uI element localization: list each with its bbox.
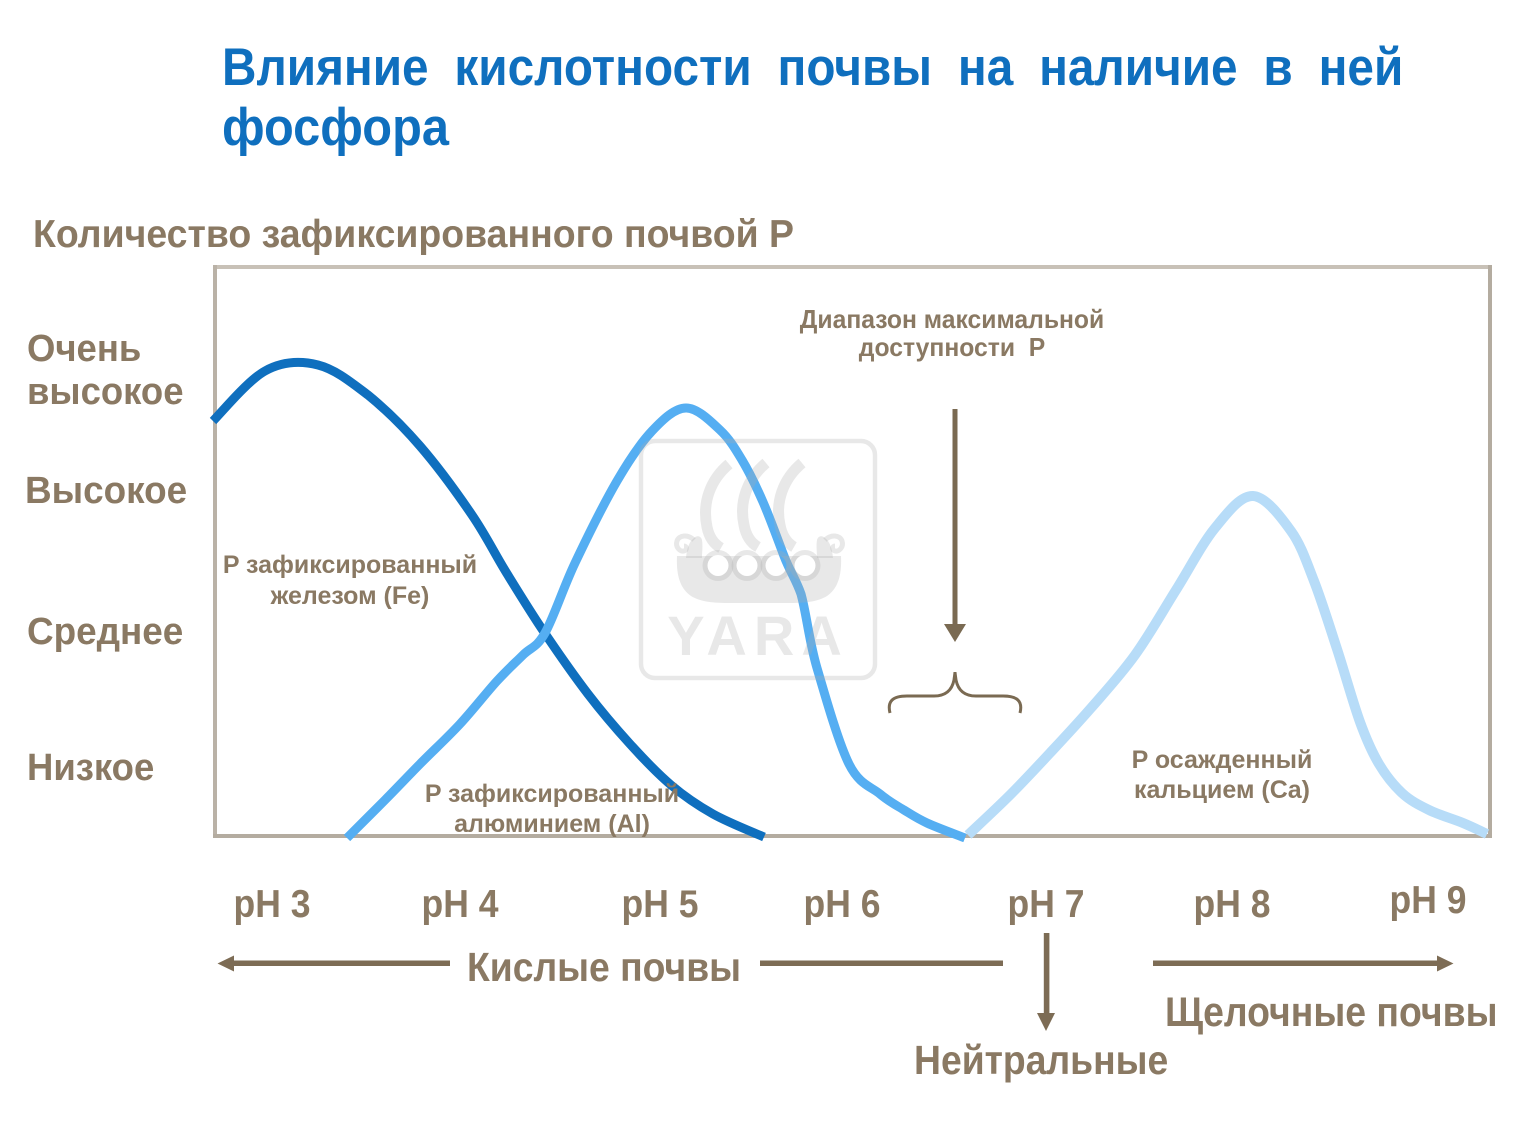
svg-text:YARA: YARA: [667, 604, 849, 667]
